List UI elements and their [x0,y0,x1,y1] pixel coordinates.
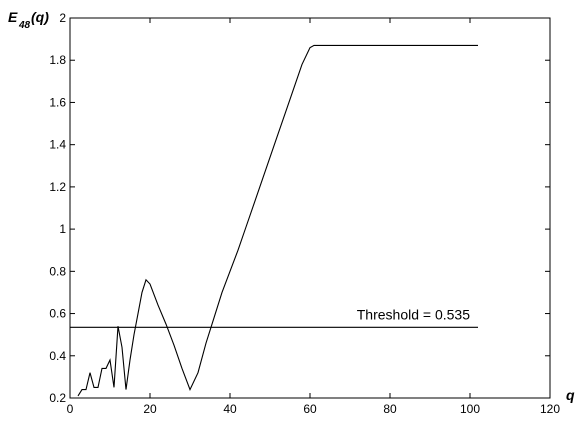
x-tick-label: 20 [143,402,157,416]
y-axis-label-suffix: (q) [31,9,49,25]
threshold-annotation: Threshold = 0.535 [357,306,470,322]
x-tick-label: 80 [383,402,397,416]
y-tick-label: 1 [59,222,66,236]
y-axis-label: E [8,9,18,25]
y-tick-label: 0.8 [49,264,66,278]
y-tick-label: 0.4 [49,349,66,363]
x-tick-label: 120 [540,402,560,416]
y-tick-label: 2 [59,11,66,25]
y-axis-label-subscript: 48 [18,20,31,31]
ticks-group: 0 20 40 60 80 100 120 0.2 0.4 0.6 0.8 1 1.2 1.4 1.6 1.8… [49,11,560,416]
y-tick-label: 0.2 [49,391,66,405]
y-tick-label: 0.6 [49,307,66,321]
series-group [70,44,478,397]
x-tick-label: 60 [303,402,317,416]
plot-area [69,17,551,399]
x-tick-label: 0 [67,402,74,416]
y-tick-label: 1.6 [49,95,66,109]
series-line-e48 [77,44,478,397]
y-tick-label: 1.8 [49,53,66,67]
x-axis-label: q [566,387,575,403]
x-tick-label: 100 [460,402,480,416]
y-tick-label: 1.2 [49,180,66,194]
y-tick-label: 1.4 [49,138,66,152]
x-tick-label: 40 [223,402,237,416]
